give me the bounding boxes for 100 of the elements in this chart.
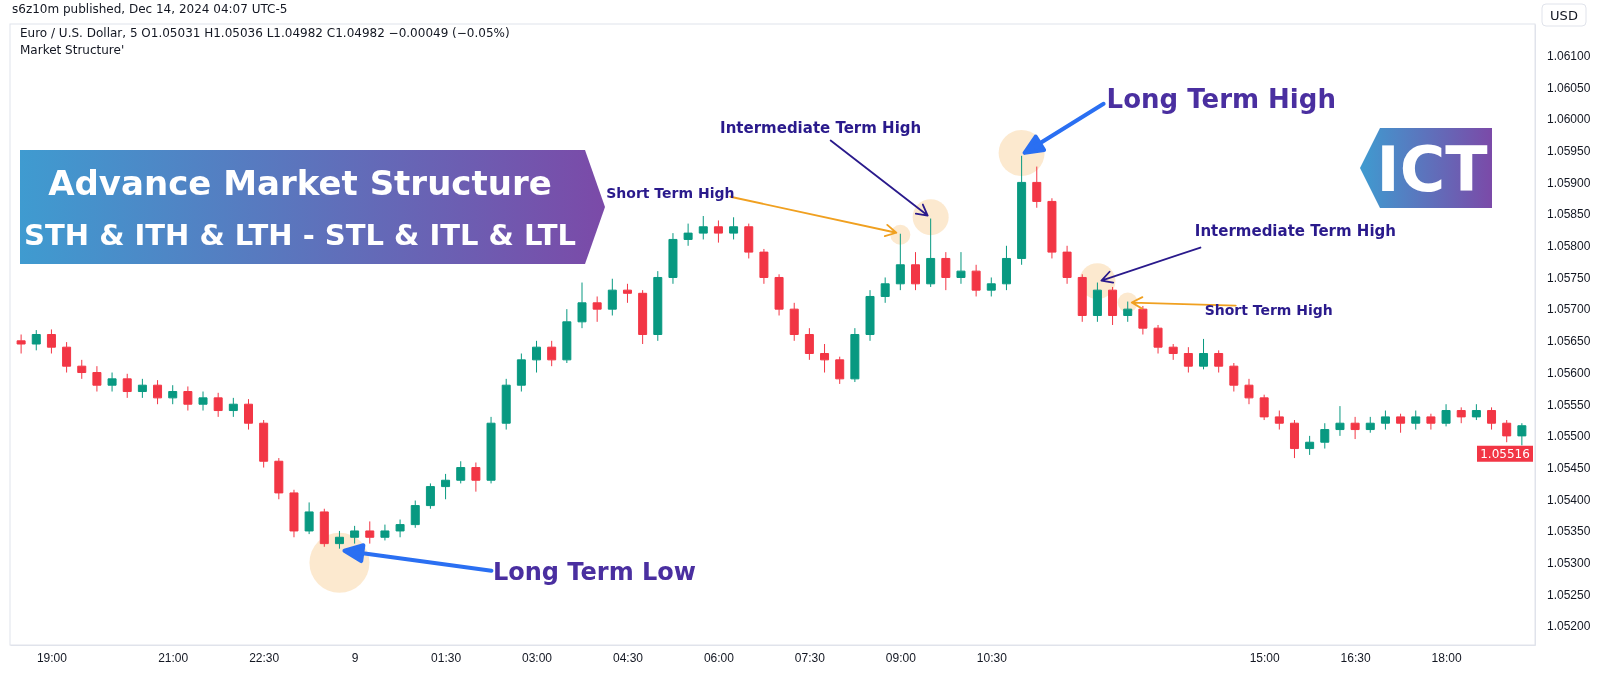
candlestick xyxy=(516,353,526,393)
candlestick xyxy=(789,302,799,342)
candlestick xyxy=(547,340,557,367)
x-tick-label: 9 xyxy=(351,650,359,665)
candlestick xyxy=(1335,405,1345,437)
candlestick xyxy=(1289,419,1299,459)
y-tick-label: 1.05500 xyxy=(1547,429,1591,444)
candlestick xyxy=(1183,346,1193,374)
y-tick-label: 1.05350 xyxy=(1547,524,1591,539)
candlestick xyxy=(380,524,390,541)
text: Advance Market Structure xyxy=(48,163,552,203)
annotation: Long Term Low xyxy=(492,557,696,586)
y-tick-label: 1.05850 xyxy=(1547,207,1591,222)
candlestick xyxy=(1138,305,1148,335)
candlestick xyxy=(759,248,769,285)
candlestick xyxy=(804,327,814,361)
candlestick xyxy=(895,233,905,291)
candlestick xyxy=(713,219,723,244)
y-tick-label: 1.06050 xyxy=(1547,80,1591,95)
candlestick xyxy=(956,251,966,285)
candlestick xyxy=(774,273,784,316)
x-tick-label: 03:00 xyxy=(522,650,553,665)
candlestick xyxy=(1214,349,1224,374)
candlestick xyxy=(532,340,542,374)
candlestick xyxy=(607,278,617,316)
candlestick xyxy=(744,223,754,259)
candlestick xyxy=(122,373,132,399)
candlestick xyxy=(986,276,996,297)
x-tick-label: 01:30 xyxy=(431,650,462,665)
candlestick xyxy=(1077,273,1087,323)
x-tick-label: 22:30 xyxy=(249,650,280,665)
candlestick xyxy=(865,289,875,342)
candlestick xyxy=(1411,410,1421,431)
y-tick-label: 1.05750 xyxy=(1547,270,1591,285)
y-tick-label: 1.05250 xyxy=(1547,587,1591,602)
candlestick xyxy=(334,530,344,550)
candlestick xyxy=(410,500,420,529)
candlestick xyxy=(46,328,56,355)
candlestick xyxy=(638,289,648,345)
candlestick xyxy=(259,419,269,469)
y-tick-label: 1.05900 xyxy=(1547,175,1591,190)
x-tick-label: 10:30 xyxy=(976,650,1008,665)
candlestick xyxy=(107,372,117,393)
candlestick xyxy=(183,385,193,412)
y-tick-label: 1.05800 xyxy=(1547,239,1591,254)
candlestick xyxy=(274,457,284,500)
candlestick xyxy=(971,264,981,297)
y-tick-label: 1.05600 xyxy=(1547,365,1591,380)
candlestick xyxy=(1062,245,1072,285)
x-tick-label: 19:00 xyxy=(36,650,68,665)
y-tick-label: 1.05200 xyxy=(1547,619,1591,634)
candlestick xyxy=(395,519,405,538)
x-tick-label: 21:00 xyxy=(158,650,189,665)
text: s6z10m published, Dec 14, 2024 04:07 UTC-5 xyxy=(12,2,288,16)
candlestick xyxy=(1001,245,1011,291)
annotation: Euro / U.S. Dollar, 5 O1.05031 H1.05036 L1.04982 C1.04982 −0.00049 (−0.05%) xyxy=(20,26,510,40)
x-tick-label: 15:00 xyxy=(1249,650,1280,665)
candlestick xyxy=(77,359,87,380)
x-tick-label: 16:30 xyxy=(1340,650,1371,665)
annotation: Long Term High xyxy=(1106,84,1336,115)
candlestick xyxy=(835,356,845,385)
candlestick xyxy=(168,384,178,405)
annotation: Short Term High xyxy=(606,184,735,201)
x-tick-label: 04:30 xyxy=(612,650,644,665)
candlestick xyxy=(304,501,314,535)
y-tick-label: 1.06100 xyxy=(1547,49,1591,64)
candlestick xyxy=(1244,378,1254,405)
y-tick-label: 1.05650 xyxy=(1547,334,1591,349)
annotation: ICT xyxy=(1376,133,1488,206)
candlestick xyxy=(941,251,951,291)
candlestick xyxy=(683,223,693,247)
candlestick xyxy=(1426,413,1436,431)
candlestick xyxy=(698,215,708,240)
candlestick xyxy=(1502,419,1512,443)
candlestick xyxy=(577,282,587,329)
candlestick xyxy=(1305,435,1315,456)
candlestick xyxy=(1153,324,1163,355)
candlestick xyxy=(1092,282,1102,323)
candlestick xyxy=(1274,410,1284,431)
candlestick xyxy=(16,334,26,355)
y-tick-label: 1.05400 xyxy=(1547,492,1591,507)
candlestick xyxy=(198,391,208,412)
candlestick xyxy=(441,473,451,500)
candlestick xyxy=(562,308,572,364)
candlestick xyxy=(1047,197,1057,259)
candlestick xyxy=(1123,301,1133,323)
annotation: Market Structure' xyxy=(20,43,125,57)
candlestick xyxy=(820,343,830,374)
candlestick xyxy=(653,270,663,342)
candlestick xyxy=(486,416,496,484)
annotation: Intermediate Term High xyxy=(1194,222,1396,241)
y-tick-label: 1.05950 xyxy=(1547,144,1591,159)
y-tick-label: 1.05450 xyxy=(1547,460,1591,475)
y-axis-title: USD xyxy=(1550,8,1578,23)
candlestick xyxy=(425,482,435,510)
candlestick xyxy=(1199,338,1209,370)
candlestick xyxy=(1471,403,1481,421)
candlestick xyxy=(289,489,299,538)
candlestick xyxy=(1017,155,1027,266)
candlestick xyxy=(1108,286,1118,326)
